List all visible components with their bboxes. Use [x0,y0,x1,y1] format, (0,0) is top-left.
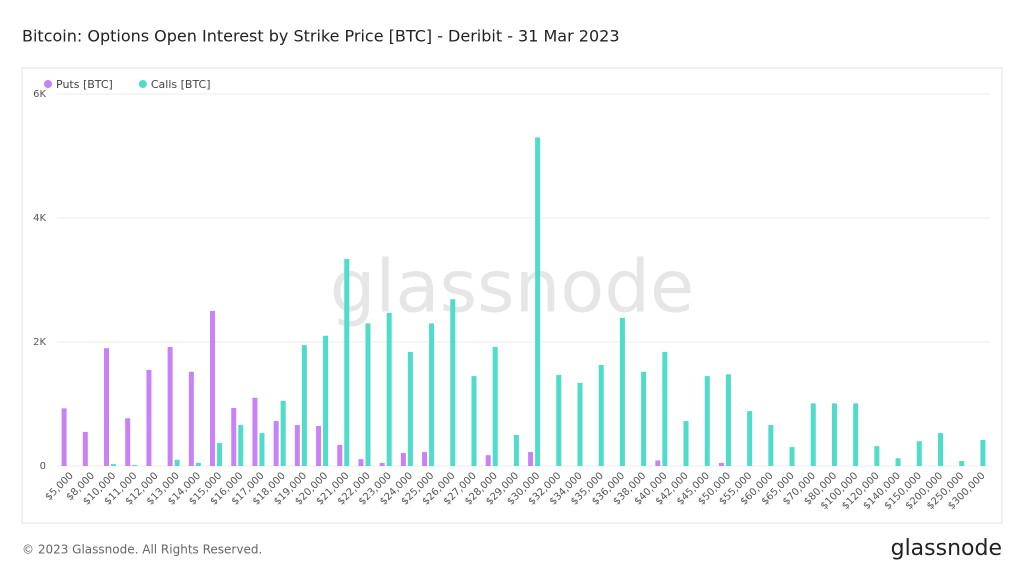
bar [725,374,731,466]
bar [513,435,519,466]
bar [82,431,88,466]
legend-label: Puts [BTC] [56,78,113,91]
bar [316,426,322,466]
bar [280,400,286,466]
bar [959,461,965,466]
y-tick-label: 4K [33,213,46,224]
bar [125,418,131,466]
bar [174,459,180,466]
chart-frame [21,67,1003,524]
bar [344,258,350,466]
bar [259,433,265,466]
bar [217,443,223,466]
bar [789,447,795,466]
chart-title: Bitcoin: Options Open Interest by Strike… [22,27,620,46]
bar [655,460,661,466]
bar [853,403,859,466]
bar [980,439,986,466]
bar [768,425,774,466]
bar [577,382,583,466]
bar [111,464,117,466]
bar [379,462,385,466]
bar [167,346,173,466]
bar [210,311,216,466]
bar [450,299,456,466]
bar [195,462,201,466]
bar [556,374,562,466]
bar [188,371,194,466]
legend-marker [44,80,52,88]
bar [874,446,880,466]
y-tick-label: 0 [40,461,46,472]
bar [471,376,477,466]
bar [535,137,541,466]
bar [747,411,753,466]
bar [831,403,837,466]
legend-label: Calls [BTC] [151,78,211,91]
bar [718,462,724,466]
bar [810,403,816,466]
watermark: glassnode [330,245,695,329]
bar [231,408,237,466]
bar [407,351,413,466]
bar [337,444,343,466]
bar [238,425,244,466]
bar [273,421,279,466]
bar [619,317,625,466]
bar [895,458,901,466]
bar [429,323,435,466]
bar [400,452,406,466]
bar [485,455,491,466]
bar [641,371,647,466]
logo: glassnode [891,536,1002,561]
bar [662,351,668,466]
bar [492,346,498,466]
bar [365,323,371,466]
bar [132,465,138,466]
bar [323,335,329,466]
legend-marker [138,80,147,88]
bar [937,433,943,466]
bar [146,369,152,466]
bar [104,348,110,466]
bar [528,452,534,466]
bar [683,421,689,466]
bar [294,425,300,466]
bar [358,459,364,466]
bar [704,376,710,466]
bar [61,408,67,466]
bar [386,312,392,466]
bar [422,452,428,466]
bar [598,364,604,466]
y-tick-label: 2K [33,337,46,348]
y-tick-label: 6K [33,89,46,100]
bar [301,345,307,466]
footer: © 2023 Glassnode. All Rights Reserved. [22,543,262,557]
bar [252,397,258,466]
bar [916,441,922,466]
